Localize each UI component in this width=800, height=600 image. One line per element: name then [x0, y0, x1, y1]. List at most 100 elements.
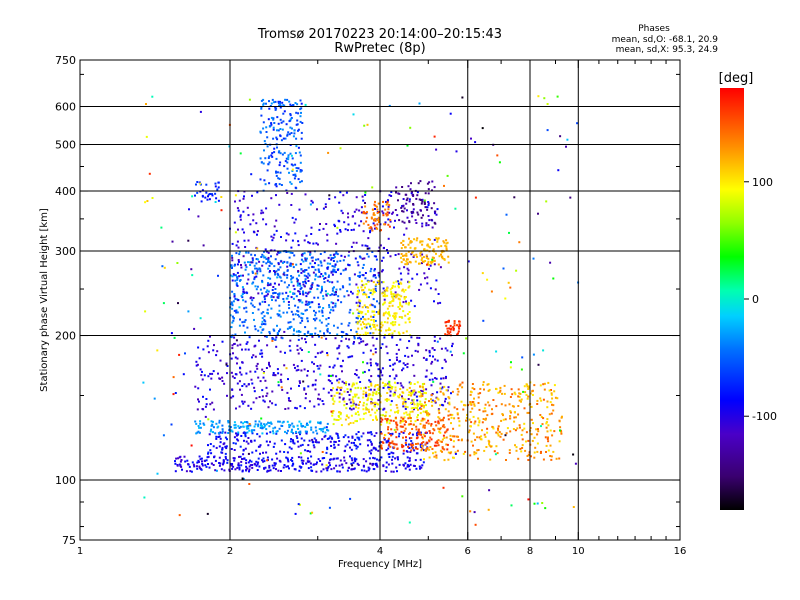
data-point: [362, 210, 365, 213]
data-point: [240, 264, 242, 266]
data-point: [292, 135, 295, 138]
data-point: [425, 358, 428, 361]
data-point: [461, 386, 464, 389]
data-point: [236, 207, 239, 210]
data-point: [252, 297, 255, 299]
data-point: [306, 257, 308, 260]
data-point: [306, 292, 309, 295]
data-point: [370, 402, 373, 405]
data-point: [248, 429, 251, 432]
data-point: [387, 218, 390, 221]
data-point: [363, 124, 366, 127]
data-point: [298, 503, 301, 506]
data-point: [321, 350, 324, 353]
data-point: [255, 365, 258, 368]
data-point: [317, 397, 319, 400]
data-point: [400, 261, 403, 264]
data-point: [243, 261, 246, 264]
data-point: [539, 384, 542, 387]
data-point: [305, 259, 308, 262]
data-point: [415, 425, 418, 428]
data-point: [352, 312, 355, 315]
data-point: [341, 212, 344, 215]
data-point: [333, 467, 336, 470]
data-point: [457, 439, 460, 442]
data-point: [288, 446, 291, 449]
data-point: [187, 310, 190, 313]
data-point: [393, 443, 396, 446]
data-point: [364, 313, 367, 316]
data-point: [259, 288, 262, 291]
data-point: [361, 289, 364, 292]
data-point: [432, 256, 435, 259]
data-point: [486, 278, 489, 281]
data-point: [284, 160, 287, 163]
data-point: [313, 309, 315, 312]
data-point: [417, 430, 420, 433]
data-point: [468, 429, 471, 432]
data-point: [427, 260, 430, 263]
data-point: [326, 330, 329, 333]
data-point: [379, 244, 382, 247]
data-point: [355, 433, 358, 436]
data-point: [270, 197, 273, 200]
data-point: [365, 470, 368, 473]
data-point: [347, 223, 350, 226]
data-point: [395, 294, 398, 297]
data-point: [247, 437, 250, 439]
data-point: [456, 393, 459, 396]
data-point: [363, 318, 366, 321]
data-point: [542, 398, 545, 401]
data-point: [478, 408, 481, 411]
data-point: [265, 102, 267, 105]
data-point: [236, 284, 239, 287]
data-point: [376, 300, 378, 303]
data-point: [287, 295, 290, 298]
data-point: [410, 389, 413, 392]
data-point: [250, 407, 253, 410]
data-point: [375, 337, 378, 340]
data-point: [309, 306, 312, 309]
data-point: [546, 406, 549, 409]
data-point: [229, 426, 232, 429]
data-point: [487, 383, 490, 386]
data-point: [424, 192, 427, 195]
data-point: [253, 425, 256, 428]
data-point: [317, 441, 320, 444]
data-point: [267, 258, 270, 261]
data-point: [302, 260, 305, 263]
data-point: [227, 420, 230, 422]
data-point: [508, 403, 511, 406]
data-point: [253, 390, 256, 393]
data-point: [368, 288, 371, 291]
data-point: [547, 440, 550, 443]
data-point: [247, 251, 250, 254]
data-point: [352, 461, 355, 464]
data-point: [427, 412, 430, 415]
data-point: [333, 418, 336, 421]
data-point: [401, 210, 404, 213]
data-point: [219, 359, 222, 362]
data-point: [191, 274, 194, 277]
data-point: [269, 283, 272, 286]
data-point: [385, 345, 388, 348]
data-point: [381, 367, 384, 370]
data-point: [300, 437, 303, 440]
data-point: [198, 181, 201, 184]
data-point: [264, 256, 267, 259]
data-point: [426, 208, 429, 211]
data-point: [473, 397, 475, 400]
data-point: [321, 309, 324, 312]
data-point: [370, 319, 373, 321]
data-point: [275, 170, 277, 173]
data-point: [560, 416, 563, 419]
data-point: [428, 263, 430, 266]
data-point: [199, 317, 202, 320]
data-point: [514, 444, 516, 447]
data-point: [324, 277, 327, 279]
data-point: [354, 420, 357, 423]
data-point: [212, 408, 215, 411]
data-point: [235, 373, 238, 376]
data-point: [410, 444, 413, 447]
data-point: [374, 347, 377, 350]
